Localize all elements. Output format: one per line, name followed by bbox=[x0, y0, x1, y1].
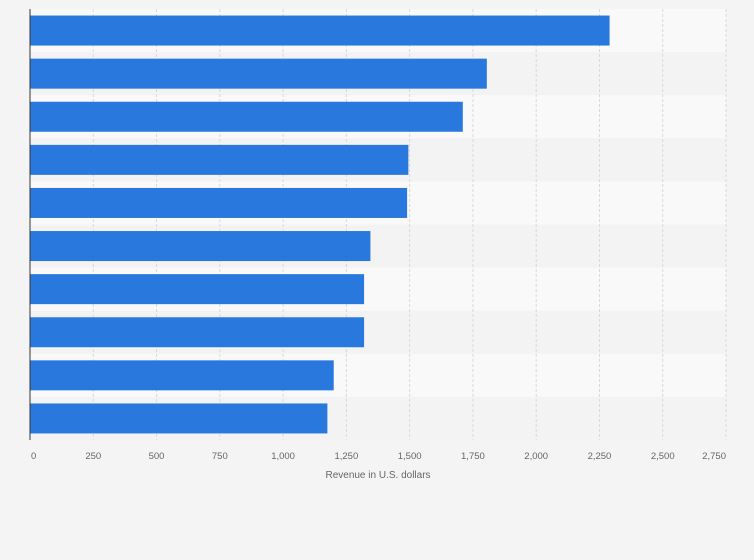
bar bbox=[30, 144, 409, 175]
bar bbox=[30, 15, 610, 46]
x-tick-labels: 0 250 500 750 1,000 1,250 1,500 1,750 2,000 2,250… bbox=[31, 451, 726, 462]
bar bbox=[30, 58, 487, 89]
x-tick-label: 1,750 bbox=[461, 451, 485, 462]
bars bbox=[30, 15, 610, 434]
x-axis-title: Revenue in U.S. dollars bbox=[325, 470, 430, 481]
bar bbox=[30, 360, 334, 391]
x-tick-label: 2,000 bbox=[524, 451, 548, 462]
x-tick-label: 250 bbox=[85, 451, 101, 462]
bar bbox=[30, 317, 365, 348]
bar bbox=[30, 187, 408, 218]
x-tick-label: 500 bbox=[149, 451, 165, 462]
x-tick-label: 1,250 bbox=[334, 451, 358, 462]
x-tick-label: 750 bbox=[212, 451, 228, 462]
x-tick-label: 2,250 bbox=[588, 451, 612, 462]
x-tick-label: 2,750 bbox=[702, 451, 726, 462]
x-tick-label: 1,000 bbox=[271, 451, 295, 462]
x-tick-label: 0 bbox=[31, 451, 36, 462]
x-tick-label: 2,500 bbox=[651, 451, 675, 462]
bar bbox=[30, 231, 371, 262]
bar bbox=[30, 403, 328, 434]
bar bbox=[30, 274, 365, 305]
x-tick-label: 1,500 bbox=[398, 451, 422, 462]
bar bbox=[30, 101, 463, 132]
